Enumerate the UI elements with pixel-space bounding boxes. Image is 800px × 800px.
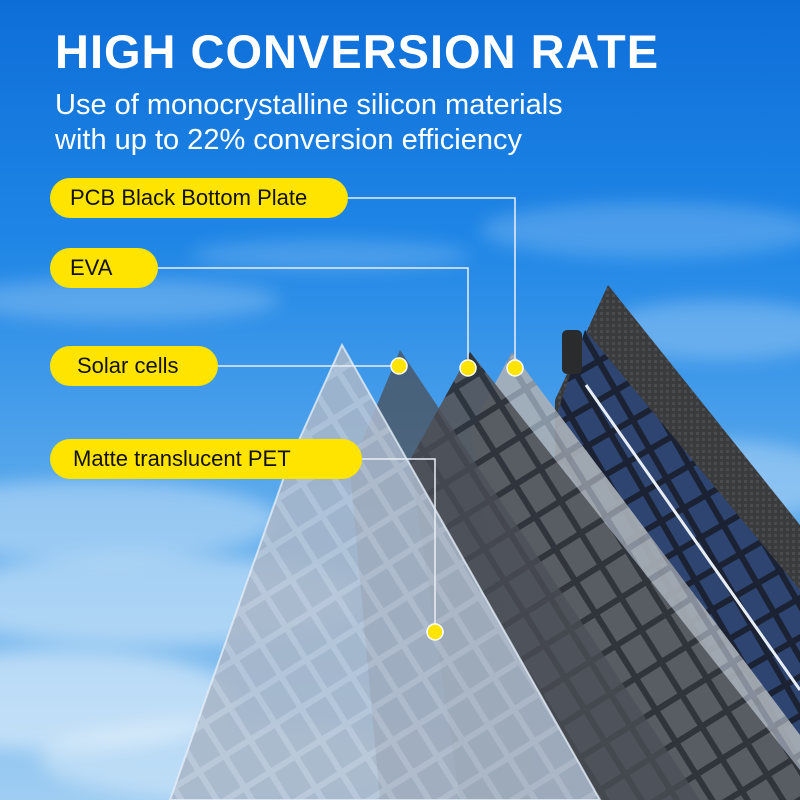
pet-leader-line: [362, 458, 436, 632]
subtitle-line-1: Use of monocrystalline silicon materials: [55, 89, 563, 121]
pet-front-layer: [168, 342, 602, 800]
pcb-leader-line: [348, 197, 516, 368]
eva-leader-line: [158, 267, 469, 368]
pcb-callout-dot: [506, 359, 524, 377]
panel-hinge: [562, 330, 582, 374]
leader-lines: [158, 197, 516, 632]
callout-dots: [390, 357, 524, 641]
eva-callout-dot: [459, 359, 477, 377]
subtitle-line-2: with up to 22% conversion efficiency: [55, 124, 522, 156]
label-eva: EVA: [50, 248, 158, 288]
cells-callout-dot: [390, 357, 408, 375]
label-pcb-black-bottom-plate: PCB Black Bottom Plate: [50, 178, 348, 218]
label-solar-cells: Solar cells: [50, 346, 218, 386]
pet-callout-dot: [426, 623, 444, 641]
label-matte-translucent-pet: Matte translucent PET: [50, 439, 362, 479]
headline: HIGH CONVERSION RATE: [55, 25, 660, 78]
